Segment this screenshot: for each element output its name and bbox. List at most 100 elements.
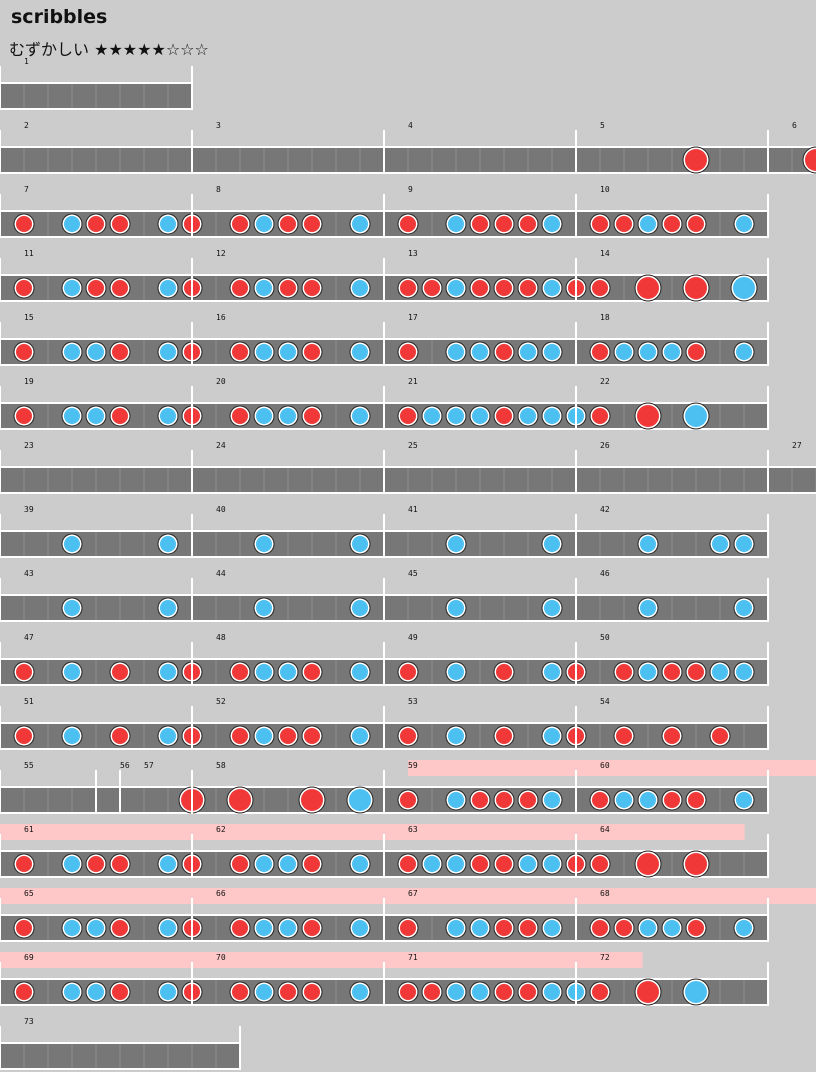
ka-note <box>64 344 80 360</box>
don-note <box>304 856 320 872</box>
ka-note <box>736 600 752 616</box>
bar-number: 70 <box>216 953 226 962</box>
ka-note <box>64 984 80 1000</box>
bar-number: 20 <box>216 377 226 386</box>
bar-number: 73 <box>24 1017 34 1026</box>
ka-note <box>544 536 560 552</box>
don-note <box>229 789 251 811</box>
chart-row: 15 16 17 18 <box>0 313 769 366</box>
star-filled-icon: ★ <box>137 40 152 59</box>
ka-note <box>664 920 680 936</box>
ka-note <box>256 728 272 744</box>
ka-note <box>640 600 656 616</box>
bar-number: 62 <box>216 825 226 834</box>
don-note <box>232 216 248 232</box>
don-note <box>592 984 608 1000</box>
bar-number: 9 <box>408 185 413 194</box>
don-note <box>496 920 512 936</box>
bar-number: 3 <box>216 121 221 130</box>
ka-note <box>544 280 560 296</box>
ka-note <box>736 664 752 680</box>
star-filled-icon: ★ <box>122 40 138 59</box>
don-note <box>16 216 32 232</box>
ka-note <box>685 405 707 427</box>
bar-number: 18 <box>600 313 610 322</box>
chart-row: 65 66 67 68 <box>0 888 816 942</box>
don-note <box>685 277 707 299</box>
don-note <box>805 149 816 171</box>
don-note <box>592 344 608 360</box>
don-note <box>16 280 32 296</box>
ka-note <box>352 856 368 872</box>
ka-note <box>472 984 488 1000</box>
ka-note <box>64 664 80 680</box>
don-note <box>424 984 440 1000</box>
ka-note <box>64 408 80 424</box>
don-note <box>304 408 320 424</box>
bar-number: 67 <box>408 889 418 898</box>
ka-note <box>640 664 656 680</box>
bar-number: 41 <box>408 505 418 514</box>
ka-note <box>448 600 464 616</box>
bar-number: 12 <box>216 249 226 258</box>
ka-note <box>352 984 368 1000</box>
don-note <box>592 920 608 936</box>
bar-number: 71 <box>408 953 418 962</box>
don-note <box>88 856 104 872</box>
ka-note <box>520 408 536 424</box>
ka-note <box>64 600 80 616</box>
don-note <box>688 920 704 936</box>
bar-number: 19 <box>24 377 34 386</box>
bar-number: 11 <box>24 249 34 258</box>
ka-note <box>448 216 464 232</box>
ka-note <box>64 216 80 232</box>
chart-row: 2 3 4 5 6 <box>0 121 816 174</box>
ka-note <box>280 856 296 872</box>
ka-note <box>352 664 368 680</box>
don-note <box>664 792 680 808</box>
bar-number: 1 <box>24 57 29 66</box>
bar-number: 43 <box>24 569 34 578</box>
don-note <box>400 920 416 936</box>
ka-note <box>160 600 176 616</box>
ka-note <box>544 792 560 808</box>
bar-number: 56 <box>120 761 130 770</box>
ka-note <box>349 789 371 811</box>
chart-row: 43 44 45 46 <box>0 569 769 622</box>
ka-note <box>352 536 368 552</box>
chart-row: 51 52 53 54 <box>0 697 769 750</box>
ka-note <box>160 856 176 872</box>
don-note <box>232 344 248 360</box>
bar-number: 72 <box>600 953 610 962</box>
ka-note <box>256 984 272 1000</box>
don-note <box>16 664 32 680</box>
bar-number: 25 <box>408 441 418 450</box>
ka-note <box>424 856 440 872</box>
bar-number: 48 <box>216 633 226 642</box>
bar-number: 24 <box>216 441 226 450</box>
ka-note <box>88 344 104 360</box>
don-note <box>304 280 320 296</box>
don-note <box>304 728 320 744</box>
don-note <box>232 280 248 296</box>
star-empty-icon: ☆ <box>194 40 209 59</box>
bar-number: 16 <box>216 313 226 322</box>
ka-note <box>448 856 464 872</box>
don-note <box>400 664 416 680</box>
bar-number: 46 <box>600 569 610 578</box>
bar-number: 47 <box>24 633 34 642</box>
don-note <box>472 792 488 808</box>
bar-number: 57 <box>144 761 154 770</box>
bar-number: 27 <box>792 441 802 450</box>
don-note <box>616 728 632 744</box>
ka-note <box>352 344 368 360</box>
bar-number: 4 <box>408 121 413 130</box>
don-note <box>16 920 32 936</box>
chart-row: 55 56 57 58 59 60 <box>0 760 816 814</box>
don-note <box>496 216 512 232</box>
ka-note <box>736 792 752 808</box>
don-note <box>280 728 296 744</box>
bar-number: 44 <box>216 569 226 578</box>
ka-note <box>160 536 176 552</box>
ka-note <box>640 792 656 808</box>
